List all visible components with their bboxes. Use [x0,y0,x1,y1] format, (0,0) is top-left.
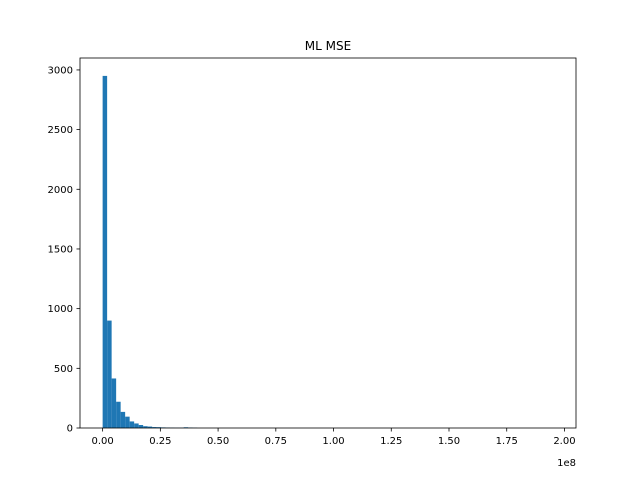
x-tick-label: 1.75 [496,436,518,447]
histogram-bar [111,378,117,428]
histogram-bar [107,320,112,428]
chart-title: ML MSE [305,39,351,53]
histogram-bar [125,416,130,428]
histogram-bar [138,425,144,428]
histogram-bar [152,427,157,428]
histogram-bar [129,421,135,428]
y-tick-label: 0 [67,424,73,435]
x-axis-offset-label: 1e8 [557,458,576,469]
histogram-bar [120,411,126,428]
x-tick-label: 0.25 [149,436,171,447]
histogram-bar [102,75,108,429]
x-tick-label: 0.50 [207,436,229,447]
x-tick-label: 0.75 [265,436,287,447]
x-axis-ticks: 0.00 0.25 0.50 0.75 1.00 1.25 1.50 1.75 2.00 [91,428,576,447]
x-tick-label: 0.00 [91,436,113,447]
histogram-bar [116,401,121,428]
y-tick-label: 3000 [48,65,73,76]
x-tick-label: 2.00 [553,436,575,447]
y-tick-label: 2000 [48,185,73,196]
y-tick-label: 500 [54,364,73,375]
x-tick-label: 1.00 [322,436,344,447]
histogram-bar [156,427,162,428]
y-tick-label: 1000 [48,304,73,315]
y-axis-ticks: 0 500 1000 1500 2000 2500 3000 [48,65,80,435]
axes-frame [79,57,577,429]
x-tick-label: 1.50 [438,436,460,447]
y-tick-label: 2500 [48,125,73,136]
histogram-bar [134,423,139,428]
y-tick-label: 1500 [48,244,73,255]
x-tick-label: 1.25 [380,436,402,447]
histogram-bar [143,426,148,428]
histogram-bar [147,426,153,428]
